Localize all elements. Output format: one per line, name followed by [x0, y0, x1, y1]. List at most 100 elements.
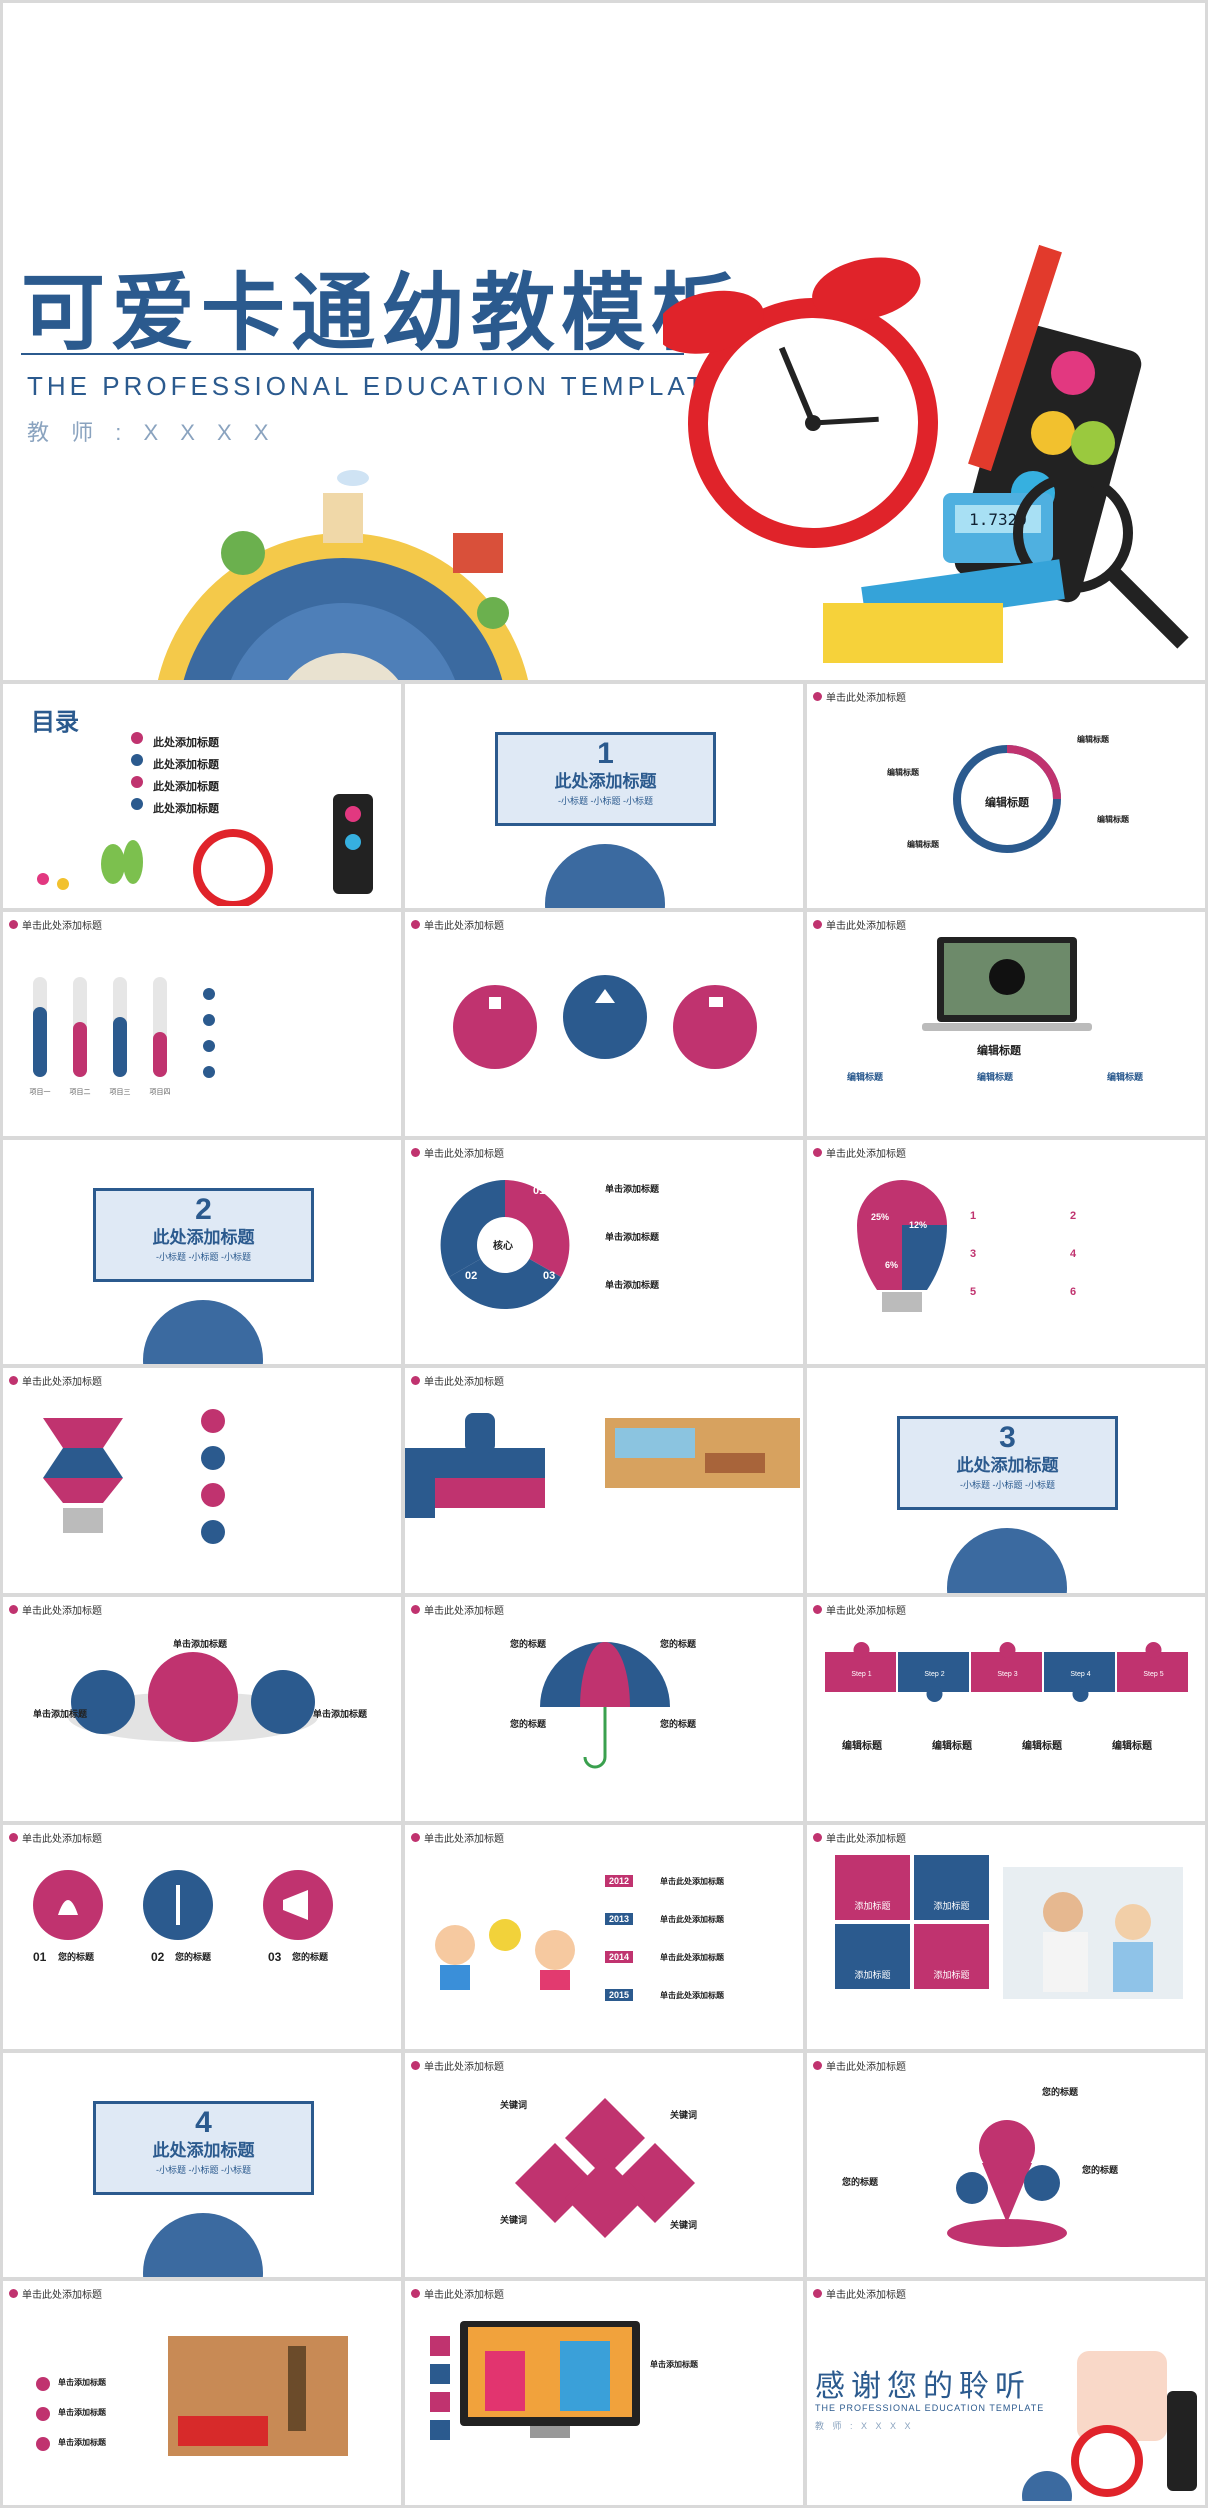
section-number: 1: [597, 737, 614, 770]
timeline-year-3: 2014: [605, 1950, 634, 1963]
slide-header: 单击此处添加标题: [9, 1373, 102, 1388]
bulb-chart: [857, 1180, 947, 1313]
bulb-num-2: 2: [1070, 1210, 1077, 1223]
tile-1[interactable]: 添加标题: [835, 1854, 910, 1920]
logo-icon: [411, 1148, 420, 1158]
slide-laptop[interactable]: 单击此处添加标题 编辑标题 编辑标题 编辑标题 编辑标题: [807, 912, 1205, 1137]
circles-right-label: 单击添加标题: [313, 1708, 368, 1719]
toc-item-3[interactable]: 此处添加标题: [153, 781, 219, 793]
diamond-key-3: 关键词: [500, 2214, 528, 2225]
logo-icon: [9, 1832, 18, 1842]
puzzle-tab: [853, 1641, 870, 1658]
logo-icon: [813, 1604, 822, 1614]
bullet-icons: [36, 2376, 50, 2451]
slide-section-2[interactable]: 2 此处添加标题 -小标题 -小标题 -小标题: [3, 1140, 401, 1365]
section-subtitle: -小标题 -小标题 -小标题: [156, 1252, 251, 1263]
tile-2[interactable]: 添加标题: [914, 1854, 989, 1920]
ring-label-2: 编辑标题: [1097, 815, 1129, 824]
section-subtitle: -小标题 -小标题 -小标题: [960, 1480, 1055, 1491]
slide-timeline[interactable]: 单击此处添加标题 2012 2013 2014 2015 单击此处添加标题 单击…: [405, 1824, 803, 2049]
slide-umbrella[interactable]: 单击此处添加标题 您的标题 您的标题 您的标题 您的标题: [405, 1596, 803, 1821]
ring-label-3: 编辑标题: [887, 768, 919, 777]
bulb-num-4: 4: [1070, 1248, 1077, 1261]
calculator-display: 1.7320: [969, 510, 1027, 529]
puzzle-step-label: Step 2: [924, 1671, 944, 1678]
slide-header: 单击此处添加标题: [411, 917, 504, 932]
umbrella-icon: [540, 1641, 670, 1768]
section-title: 此处添加标题: [152, 2140, 255, 2160]
slide-tiles[interactable]: 单击此处添加标题 添加标题 添加标题 添加标题 添加标题: [807, 1824, 1205, 2049]
toc-item-2[interactable]: 此处添加标题: [153, 759, 219, 771]
bar-label: 项目三: [110, 1088, 131, 1096]
bar-fill: [33, 1007, 47, 1078]
pie-item-3: 单击添加标题: [605, 1280, 660, 1291]
slide-section-4[interactable]: 4 此处添加标题 -小标题 -小标题 -小标题: [3, 2052, 401, 2277]
circles-top-label: 单击添加标题: [173, 1638, 228, 1649]
feature-icons: [201, 1409, 225, 1545]
slide-diamonds[interactable]: 单击此处添加标题 关键词 关键词 关键词 关键词: [405, 2052, 803, 2277]
icons-num-2: 02: [151, 1949, 165, 1964]
slide-bulb-chart[interactable]: 单击此处添加标题 25% 12% 6% 1 2 3 4 5 6: [807, 1140, 1205, 1365]
toc-item-4[interactable]: 此处添加标题: [153, 803, 219, 815]
section-card-2: 2 此处添加标题 -小标题 -小标题 -小标题: [93, 1188, 314, 1283]
slide-thumbs[interactable]: 单击此处添加标题: [405, 1368, 803, 1593]
puzzle-tab: [926, 1685, 943, 1702]
slide-monitor[interactable]: 单击此处添加标题 单击添加标题: [405, 2280, 803, 2505]
cover-slide[interactable]: 可爱卡通幼教模板 THE PROFESSIONAL EDUCATION TEMP…: [3, 3, 1205, 680]
slide-circles[interactable]: 单击此处添加标题 单击添加标题 单击添加标题 单击添加标题: [3, 1596, 401, 1821]
bar-fill: [113, 1017, 127, 1078]
slide-header: 单击此处添加标题: [9, 1830, 102, 1845]
puzzle-step-label: Step 5: [1143, 1671, 1163, 1678]
slide-thanks[interactable]: 单击此处添加标题 感谢您的聆听 THE PROFESSIONAL EDUCATI…: [807, 2280, 1205, 2505]
plus-icon-list: [203, 988, 215, 1079]
puzzle-chain: Step 1 Step 2 Step 3 Step 4 Step 5: [825, 1641, 1188, 1702]
slide-header: 单击此处添加标题: [411, 1602, 504, 1617]
cover-subtitle: THE PROFESSIONAL EDUCATION TEMPLATE: [27, 371, 729, 401]
timeline-head-4: 单击此处添加标题: [660, 1990, 724, 2000]
umbrella-label-2: 您的标题: [660, 1638, 697, 1649]
globe-icon: [545, 844, 665, 909]
toc-title: 目录: [31, 709, 79, 736]
list-item-2: 单击添加标题: [58, 2407, 106, 2417]
diamond-key-1: 关键词: [500, 2099, 528, 2110]
logo-icon: [411, 2288, 420, 2298]
cover-title: 可爱卡通幼教模板: [21, 264, 742, 362]
slide-photo-list[interactable]: 单击此处添加标题 单击添加标题 单击添加标题 单击添加标题: [3, 2280, 401, 2505]
pie-item-2: 单击添加标题: [605, 1232, 660, 1243]
slide-header: 单击此处添加标题: [9, 2286, 102, 2301]
bulb-value-3: 6%: [885, 1260, 899, 1271]
london-photo: [168, 2335, 348, 2456]
slide-header: 单击此处添加标题: [411, 2058, 504, 2073]
thanks-illustration: [1022, 2350, 1197, 2501]
toc-item-1[interactable]: 此处添加标题: [153, 737, 219, 749]
kids-illustration: [435, 1918, 575, 1990]
list-item-3: 单击添加标题: [58, 2437, 106, 2447]
drop-shapes: [453, 975, 757, 1070]
social-icons: [430, 2335, 450, 2440]
slide-spiral[interactable]: 单击此处添加标题: [3, 1368, 401, 1593]
slide-header: 单击此处添加标题: [813, 689, 906, 704]
slide-toc[interactable]: 目录 此处添加标题 此处添加标题 此处添加标题 此处添加标题: [3, 684, 401, 909]
slide-three-drops[interactable]: 单击此处添加标题: [405, 912, 803, 1137]
slide-header: 单击此处添加标题: [813, 917, 906, 932]
icons-title-3: 您的标题: [292, 1951, 329, 1962]
pie-center: 核心: [493, 1241, 513, 1253]
slide-section-1[interactable]: 1 此处添加标题 -小标题 -小标题 -小标题: [405, 684, 803, 909]
slide-section-3[interactable]: 3 此处添加标题 -小标题 -小标题 -小标题: [807, 1368, 1205, 1593]
thanks-subtitle: THE PROFESSIONAL EDUCATION TEMPLATE: [815, 2402, 1045, 2413]
section-number: 4: [195, 2105, 212, 2139]
slide-ring[interactable]: 单击此处添加标题 编辑标题 编辑标题 编辑标题 编辑标题 编辑标题: [807, 684, 1205, 909]
bulb-value-2: 12%: [909, 1220, 928, 1231]
tile-4[interactable]: 添加标题: [914, 1923, 989, 1989]
logo-icon: [813, 2060, 822, 2070]
timeline-head-1: 单击此处添加标题: [660, 1876, 724, 1886]
slide-bars[interactable]: 单击此处添加标题 项目一 项目二 项目三 项目四: [3, 912, 401, 1137]
circles-left-label: 单击添加标题: [33, 1708, 88, 1719]
slide-puzzle[interactable]: 单击此处添加标题 Step 1 Step 2 Step 3 Step 4 Step 5 …: [807, 1596, 1205, 1821]
slide-icons[interactable]: 单击此处添加标题 01 02 03 您的标题 您的标题 您的标题: [3, 1824, 401, 2049]
location-pin-icon: [947, 2119, 1067, 2247]
slide-pie[interactable]: 单击此处添加标题 核心 01 02 03 单击添加标题 单击添加标题 单击添加标…: [405, 1140, 803, 1365]
tile-3[interactable]: 添加标题: [835, 1923, 910, 1989]
slide-location[interactable]: 单击此处添加标题 您的标题 您的标题 您的标题: [807, 2052, 1205, 2277]
slide-header: 单击此处添加标题: [813, 2058, 906, 2073]
